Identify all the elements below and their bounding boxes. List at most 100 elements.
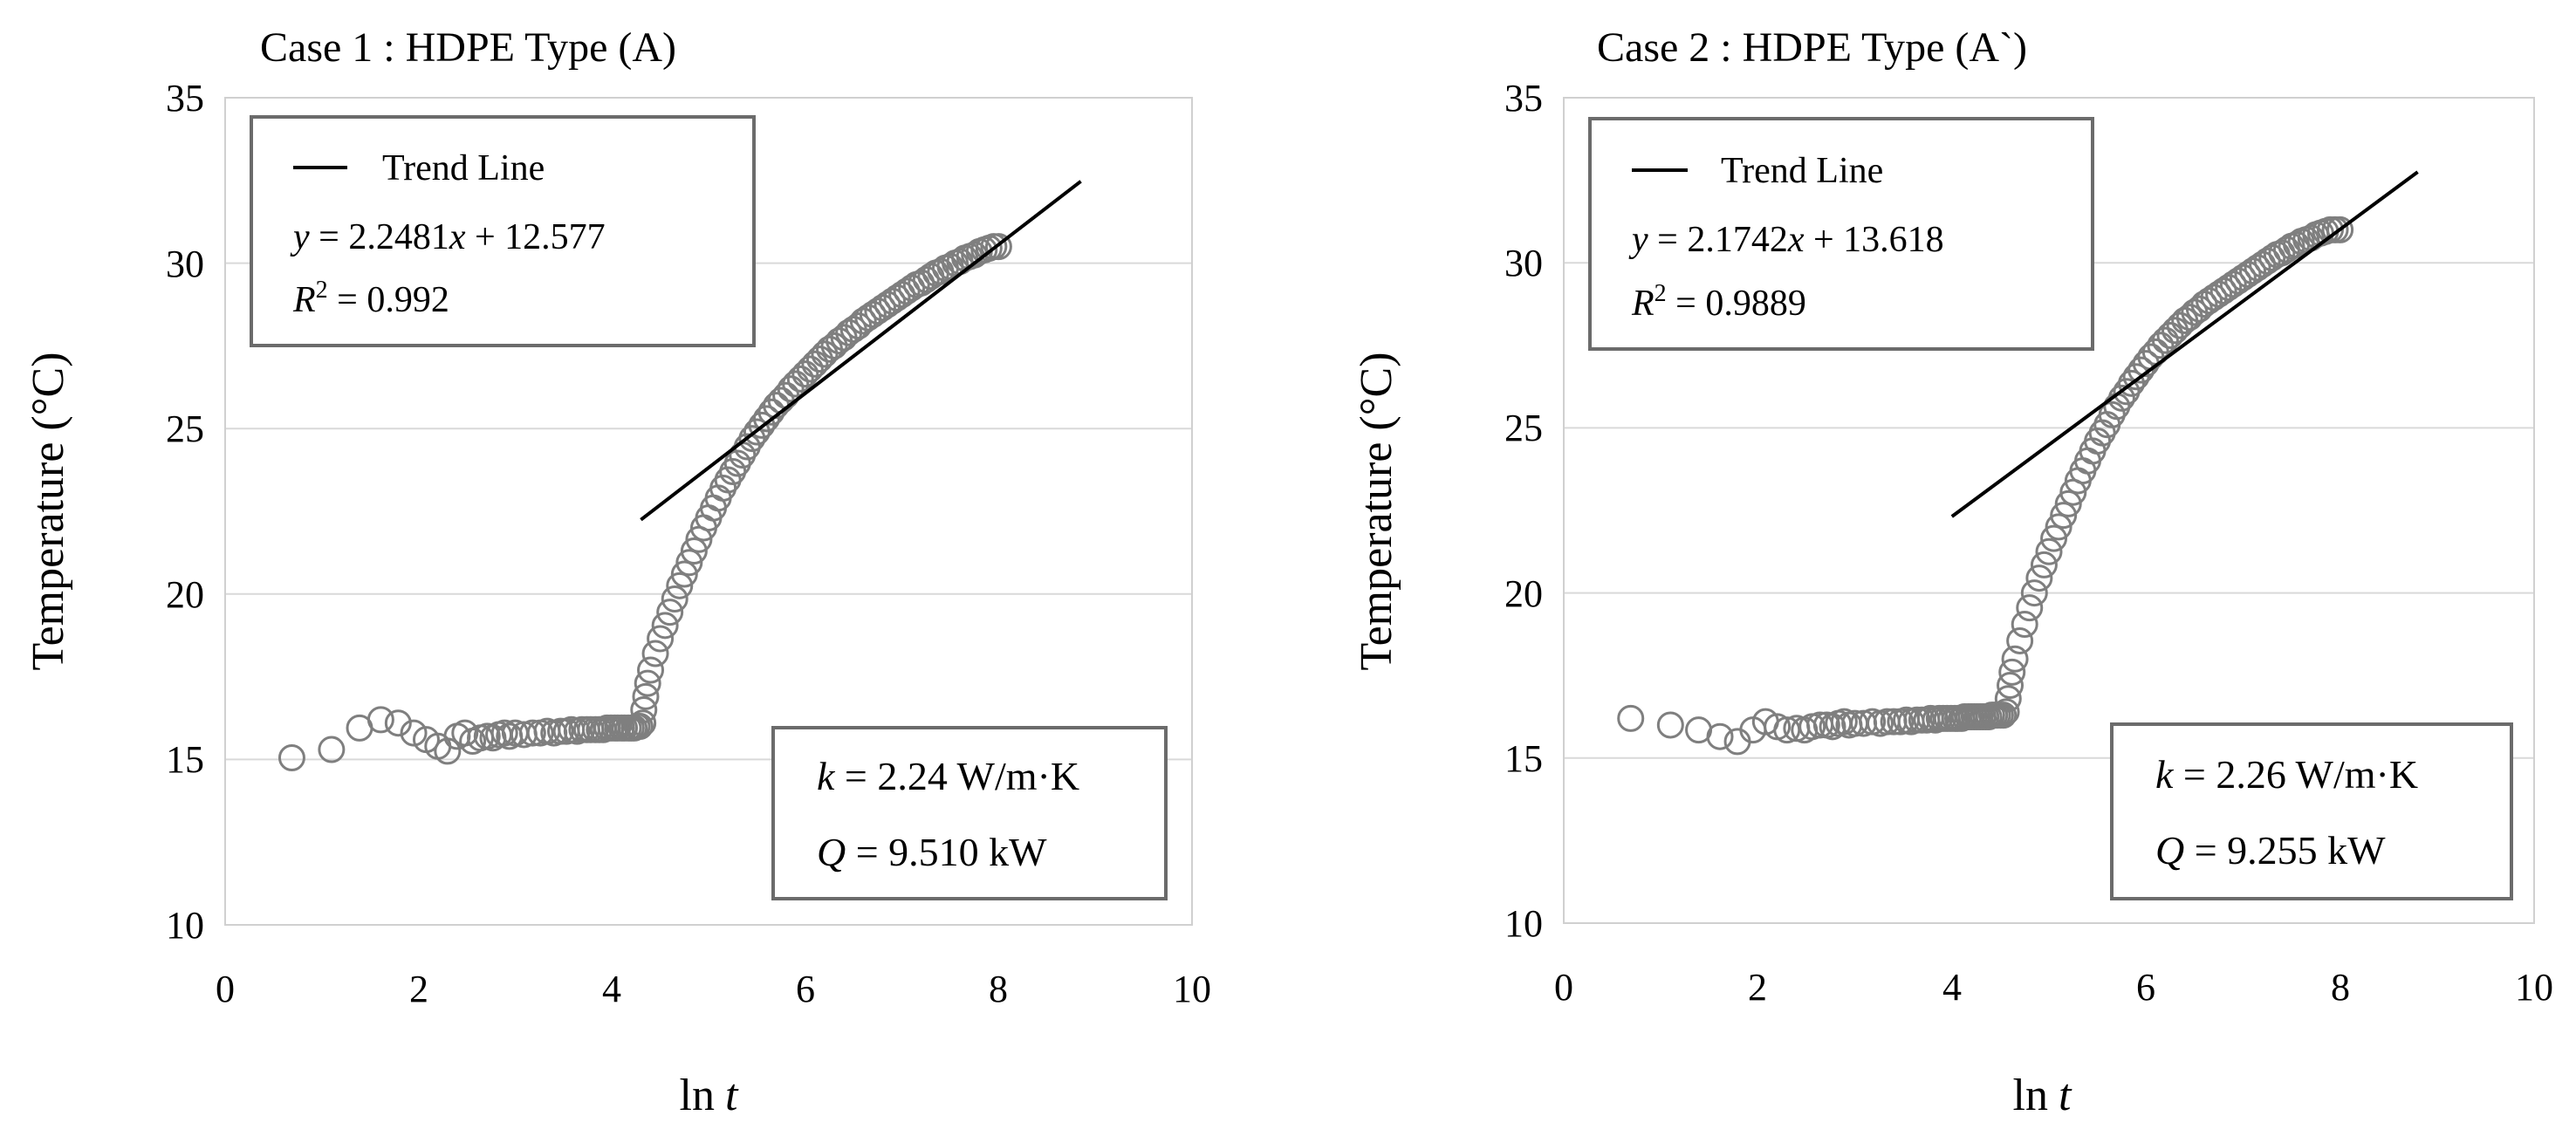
x-tick-label: 0	[1554, 966, 1573, 1009]
data-point	[318, 736, 346, 763]
data-point	[632, 682, 660, 710]
trend-line	[1950, 170, 2419, 518]
data-point	[634, 669, 661, 697]
data-point	[675, 549, 703, 577]
data-point	[451, 719, 479, 747]
legend-trend-label: Trend Line	[382, 148, 545, 188]
x-tick-label: 6	[2136, 966, 2155, 1009]
y-tick-label: 10	[1504, 902, 1543, 945]
x-tick-label: 2	[1748, 966, 1767, 1009]
data-point	[2025, 565, 2053, 592]
scatter-points	[1617, 216, 2354, 756]
data-point	[518, 719, 546, 747]
trend-line	[640, 180, 1082, 522]
result-box: k = 2.26 W/m·K Q = 9.255 kW	[2110, 722, 2513, 900]
data-point	[670, 560, 698, 588]
data-point	[2035, 537, 2063, 565]
y-tick-labels: 10 15 20 25 30 35	[1504, 77, 1543, 945]
y-axis-title: Temperature (°C)	[24, 352, 73, 670]
legend-trend-label: Trend Line	[1721, 151, 1883, 191]
data-point	[666, 572, 694, 599]
data-point	[2016, 594, 2044, 622]
data-point	[782, 370, 810, 398]
y-tick-label: 15	[166, 738, 204, 781]
legend-box: Trend Line y = 2.2481x + 12.577 R2 = 0.9…	[250, 115, 756, 347]
y-tick-label: 35	[1504, 77, 1543, 120]
data-point	[2040, 524, 2068, 552]
x-tick-label: 10	[1173, 968, 1211, 1010]
y-axis-title: Temperature (°C)	[1352, 352, 1401, 670]
chart-panel-case-2: Case 2 : HDPE Type (A`) 10 15 20 25 30 3…	[1340, 0, 2576, 1143]
y-tick-label: 25	[1504, 407, 1543, 449]
y-tick-label: 15	[1504, 737, 1543, 780]
chart-case-2: Case 2 : HDPE Type (A`) 10 15 20 25 30 3…	[1352, 24, 2553, 1120]
heat-rate-value: Q = 9.255 kW	[2155, 828, 2386, 873]
legend-frame	[250, 115, 756, 347]
data-point	[2050, 502, 2078, 530]
heat-rate-value: Q = 9.510 kW	[817, 830, 1047, 874]
data-point	[2147, 332, 2175, 359]
data-point	[434, 737, 462, 765]
x-tick-label: 2	[409, 968, 428, 1010]
data-point	[384, 709, 412, 737]
data-point	[630, 696, 658, 724]
y-tick-label: 20	[1504, 572, 1543, 615]
data-point	[2054, 489, 2082, 517]
data-point	[1998, 658, 2026, 686]
data-point	[2001, 645, 2029, 673]
chart-case-1: Case 1 : HDPE Type (A) 10 15 20 25 30 35…	[24, 24, 1211, 1120]
data-point	[1997, 672, 2024, 700]
data-point	[1994, 685, 2022, 713]
y-tick-label: 10	[166, 904, 204, 947]
x-tick-label: 8	[2331, 966, 2350, 1009]
data-point	[2030, 551, 2058, 578]
data-point	[801, 350, 829, 378]
result-frame	[771, 726, 1168, 900]
y-tick-label: 25	[166, 407, 204, 450]
x-tick-label: 0	[216, 968, 235, 1010]
data-point	[367, 706, 394, 734]
x-tick-labels: 0 2 4 6 8 10	[216, 968, 1211, 1010]
data-point	[2045, 513, 2072, 541]
data-point	[805, 346, 833, 373]
x-tick-label: 10	[2515, 966, 2553, 1009]
data-point	[2020, 579, 2048, 607]
x-axis-title: ln t	[680, 1071, 739, 1120]
data-point	[656, 599, 684, 626]
y-tick-label: 20	[166, 573, 204, 616]
data-point	[1706, 722, 1734, 750]
data-point	[1656, 711, 1684, 739]
conductivity-value: k = 2.26 W/m·K	[2155, 752, 2418, 797]
x-axis-title: ln t	[2013, 1071, 2072, 1120]
legend-equation: y = 2.1742x + 13.618	[1628, 220, 1944, 260]
legend-box: Trend Line y = 2.1742x + 13.618 R2 = 0.9…	[1588, 117, 2094, 351]
conductivity-value: k = 2.24 W/m·K	[817, 754, 1079, 798]
data-point	[2006, 626, 2034, 654]
data-point	[400, 719, 428, 747]
legend-r-squared: R2 = 0.992	[292, 277, 449, 320]
y-tick-label: 35	[166, 77, 204, 120]
x-tick-label: 4	[602, 968, 621, 1010]
data-point	[777, 375, 805, 403]
data-point	[1830, 708, 1858, 736]
x-tick-label: 6	[796, 968, 815, 1010]
data-point	[1617, 704, 1645, 732]
data-point	[984, 233, 1012, 261]
data-point	[637, 656, 665, 684]
data-point	[680, 537, 708, 565]
chart-title: Case 2 : HDPE Type (A`)	[1597, 24, 2027, 71]
data-point	[641, 640, 669, 667]
data-point	[1819, 713, 1846, 741]
data-point	[2011, 611, 2038, 639]
data-point	[1992, 698, 2020, 726]
data-point	[2326, 216, 2354, 243]
legend-frame	[1588, 117, 2094, 351]
legend-equation: y = 2.2481x + 12.577	[290, 217, 606, 257]
plot-area	[1563, 97, 2535, 924]
x-tick-label: 4	[1942, 966, 1962, 1009]
data-point	[2162, 317, 2189, 345]
data-point	[629, 709, 657, 737]
result-box: k = 2.24 W/m·K Q = 9.510 kW	[771, 726, 1168, 900]
plot-area	[224, 97, 1193, 926]
data-point	[490, 719, 518, 747]
